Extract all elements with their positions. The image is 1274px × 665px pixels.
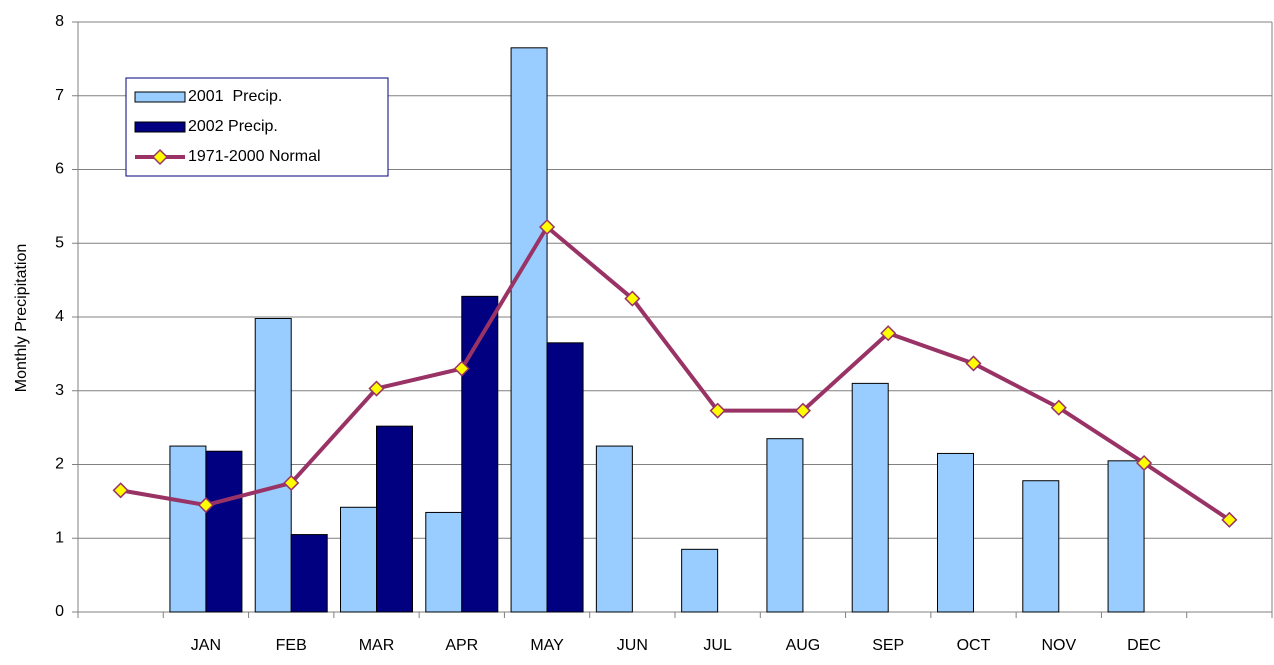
y-tick-label: 6 [55, 161, 64, 178]
bar [376, 425, 413, 613]
x-tick-label: OCT [957, 637, 991, 654]
marker [880, 325, 897, 342]
marker [1136, 454, 1153, 472]
marker [624, 290, 641, 307]
bar [1107, 460, 1145, 613]
x-tick-label: MAR [359, 637, 395, 654]
bar [169, 445, 207, 613]
y-tick-label: 7 [55, 87, 64, 104]
y-tick-label: 8 [55, 13, 64, 30]
y-axis-label: Monthly Precipitation [13, 244, 30, 393]
legend-marker [151, 148, 169, 166]
y-tick-label: 2 [55, 456, 64, 473]
y-tick-label: 0 [55, 603, 64, 620]
x-tick-label: SEP [872, 637, 904, 654]
x-tick-label: JUL [703, 637, 732, 654]
marker [368, 380, 385, 397]
y-tick-label: 5 [55, 234, 64, 251]
bar [681, 548, 719, 613]
bar [510, 47, 548, 613]
legend-label: 2002 Precip. [188, 118, 278, 135]
bar [254, 317, 292, 613]
marker [539, 218, 556, 236]
marker [1221, 511, 1238, 528]
y-tick-label: 3 [55, 382, 64, 399]
x-tick-label: DEC [1127, 637, 1161, 654]
bar [937, 452, 974, 613]
y-tick-label: 4 [55, 308, 64, 325]
legend-label: 2001 Precip. [188, 88, 282, 105]
legend-swatch [134, 91, 186, 103]
bar [851, 382, 889, 613]
bar [546, 342, 584, 613]
legend-swatch [134, 121, 186, 133]
x-tick-label: FEB [276, 637, 307, 654]
x-tick-label: NOV [1041, 637, 1076, 654]
bar [290, 534, 328, 613]
marker [794, 402, 811, 419]
bar [461, 295, 499, 613]
line [120, 223, 1231, 522]
x-tick-label: JUN [617, 637, 648, 654]
legend-label: 1971-2000 Normal [188, 148, 321, 165]
bar [205, 450, 243, 613]
bar [766, 438, 804, 613]
bar [340, 506, 377, 613]
x-tick-label: JAN [191, 637, 221, 654]
x-tick-label: APR [445, 637, 478, 654]
marker [283, 474, 300, 491]
marker [197, 497, 214, 514]
marker [965, 355, 982, 372]
x-tick-label: AUG [786, 637, 821, 654]
bar [425, 511, 463, 613]
y-tick-label: 1 [55, 529, 64, 546]
marker [1050, 399, 1067, 416]
marker [709, 402, 726, 419]
x-tick-label: MAY [530, 637, 564, 654]
bar [1022, 480, 1060, 613]
marker [453, 360, 470, 377]
bar [595, 445, 633, 613]
marker [112, 482, 129, 499]
